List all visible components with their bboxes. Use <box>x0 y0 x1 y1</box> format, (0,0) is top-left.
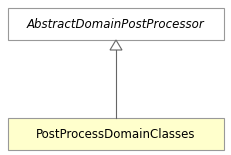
Text: PostProcessDomainClasses: PostProcessDomainClasses <box>36 128 195 140</box>
Text: AbstractDomainPostProcessor: AbstractDomainPostProcessor <box>27 18 204 31</box>
Bar <box>8 8 223 40</box>
Bar <box>8 118 223 150</box>
Polygon shape <box>109 40 122 50</box>
